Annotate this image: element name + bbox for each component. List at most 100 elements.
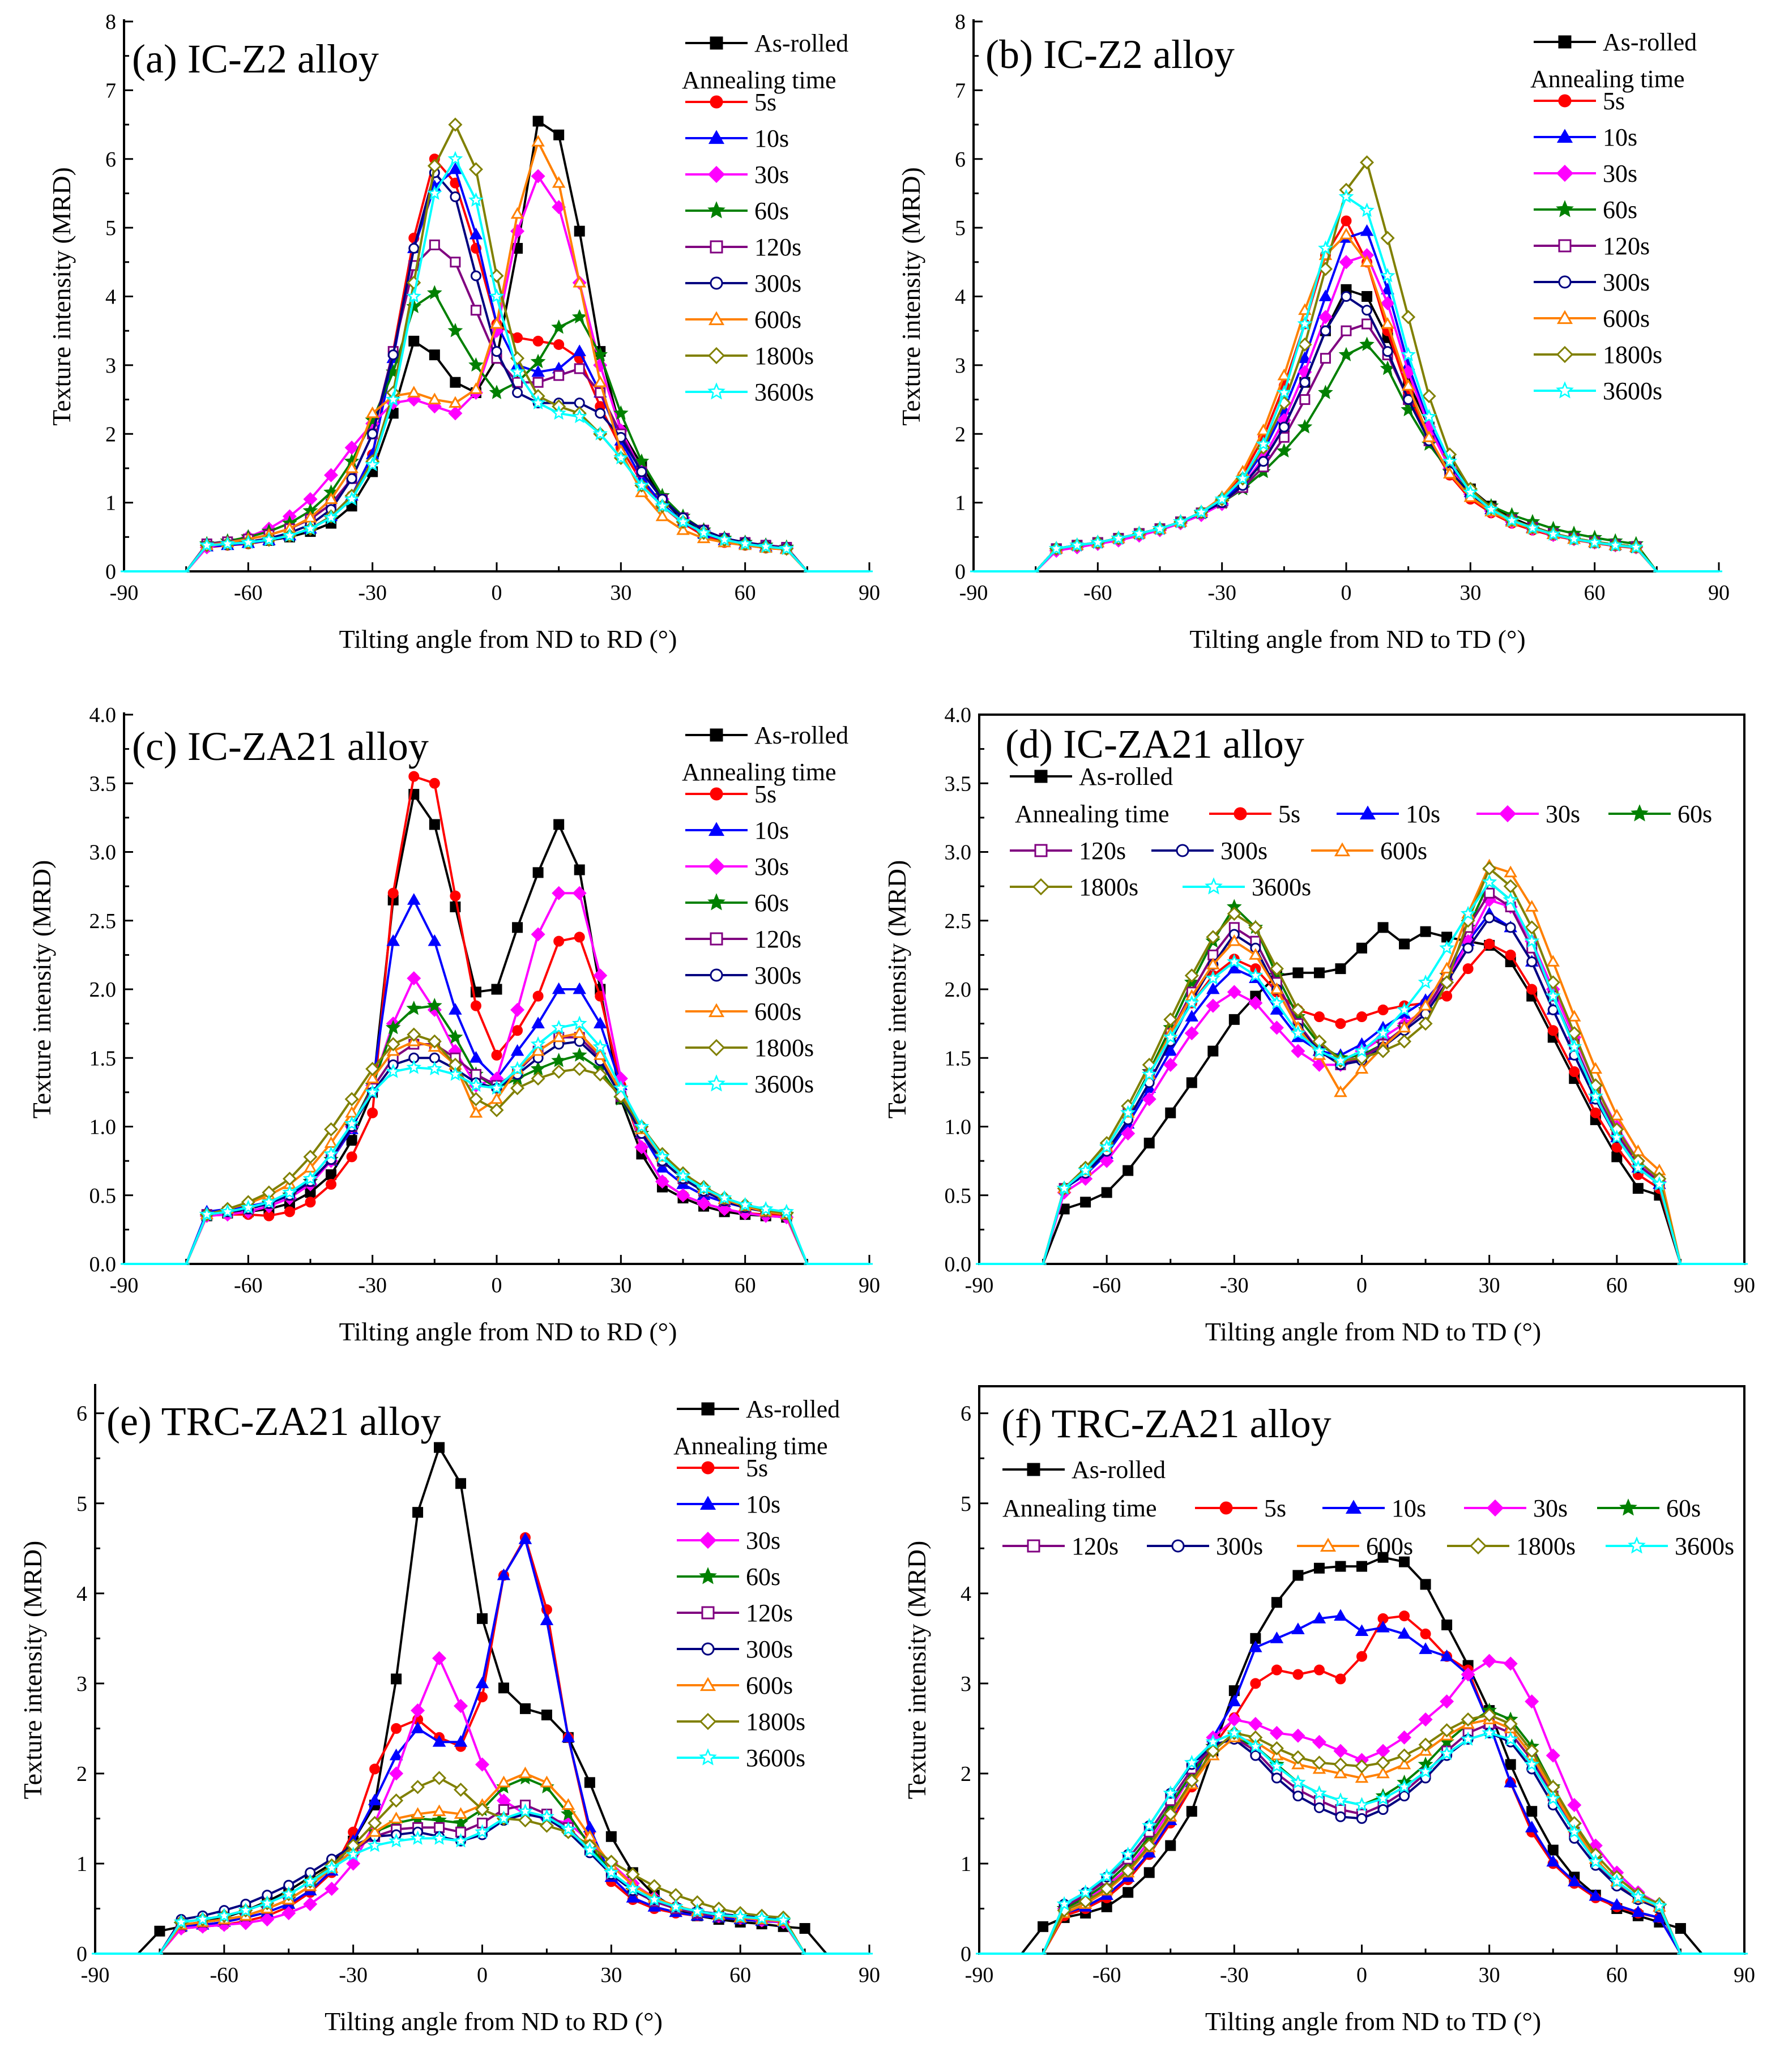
data-point — [634, 477, 650, 492]
data-point — [1078, 1894, 1093, 1909]
data-point — [1462, 942, 1474, 954]
data-point — [1184, 1026, 1199, 1041]
data-point — [489, 385, 505, 399]
data-point — [1184, 1774, 1199, 1788]
legend-marker — [710, 968, 723, 982]
data-point — [571, 1015, 587, 1031]
data-point — [625, 1881, 641, 1895]
legend-marker — [1556, 345, 1574, 364]
legend-label: 120s — [1603, 232, 1650, 260]
y-tick-label: 2.5 — [89, 909, 117, 933]
data-point — [1206, 982, 1220, 994]
legend-marker — [710, 932, 723, 946]
data-point — [365, 406, 379, 418]
x-axis-label: Tilting angle from ND to RD (°) — [339, 625, 677, 653]
x-tick-label: -60 — [234, 581, 263, 605]
legend-marker — [1334, 842, 1351, 857]
data-point — [540, 1775, 554, 1788]
data-point — [1173, 514, 1188, 528]
data-point — [1607, 537, 1623, 552]
series-line — [124, 1032, 869, 1265]
legend-marker — [1034, 770, 1048, 783]
data-point — [1567, 1039, 1582, 1054]
data-point — [1299, 377, 1311, 388]
legend-marker — [1205, 877, 1223, 895]
data-point — [1376, 1044, 1390, 1058]
y-tick-label: 4.0 — [89, 703, 117, 727]
data-point — [432, 1771, 447, 1785]
data-point — [216, 1908, 232, 1923]
legend-marker — [708, 130, 725, 144]
legend-label: 5s — [754, 780, 776, 808]
y-axis-label: Texture intensity (MRD) — [27, 860, 56, 1119]
data-point — [1439, 940, 1454, 955]
x-tick-label: -30 — [1207, 581, 1236, 605]
legend-marker — [707, 201, 725, 219]
data-point — [1318, 385, 1333, 399]
data-point — [552, 176, 566, 188]
data-point — [1142, 1838, 1156, 1853]
data-point — [477, 1613, 488, 1624]
data-point — [1121, 1864, 1136, 1878]
y-tick-label: 2.5 — [945, 909, 972, 933]
data-point — [1375, 1791, 1391, 1805]
data-point — [1441, 1619, 1453, 1630]
data-point — [531, 1016, 545, 1029]
y-axis-label: Texture intensity (MRD) — [882, 860, 911, 1119]
data-point — [386, 1037, 400, 1052]
y-tick-label: 2.0 — [945, 978, 972, 1002]
data-point — [282, 1184, 297, 1199]
data-point — [532, 116, 544, 127]
data-point — [1227, 1694, 1241, 1707]
data-point — [1186, 1077, 1197, 1088]
legend-marker — [1558, 275, 1572, 289]
legend-marker — [707, 382, 725, 400]
legend-marker — [1171, 1539, 1185, 1553]
x-tick-label: 60 — [729, 1963, 751, 1987]
data-point — [1249, 948, 1262, 960]
data-point — [574, 398, 585, 409]
data-point — [1123, 1165, 1134, 1176]
legend-marker — [710, 36, 723, 50]
data-point — [1292, 1791, 1304, 1802]
data-point — [367, 428, 378, 439]
series-3600s — [92, 1803, 873, 1955]
y-tick-label: 3.0 — [89, 841, 117, 865]
data-point — [1320, 353, 1331, 364]
y-tick-label: 0.5 — [945, 1184, 972, 1208]
data-point — [1362, 291, 1373, 302]
data-point — [582, 1842, 597, 1857]
data-point — [281, 1906, 296, 1920]
y-tick-label: 4.0 — [945, 703, 972, 727]
data-point — [519, 1703, 531, 1714]
x-tick-label: -90 — [965, 1274, 994, 1297]
data-point — [1038, 1921, 1049, 1932]
data-point — [571, 1047, 587, 1062]
data-point — [407, 392, 421, 407]
data-point — [1380, 268, 1395, 283]
legend-marker — [1359, 805, 1376, 820]
x-tick-label: 90 — [859, 581, 880, 605]
x-tick-label: 0 — [1341, 581, 1352, 605]
data-point — [1377, 1804, 1389, 1815]
data-point — [346, 473, 357, 484]
data-point — [1313, 1562, 1325, 1574]
data-point — [490, 317, 503, 329]
legend-label: 300s — [1220, 837, 1267, 865]
data-point — [530, 1036, 546, 1051]
y-tick-label: 3 — [76, 1672, 87, 1696]
legend-label: 30s — [1603, 160, 1637, 187]
data-point — [512, 1025, 523, 1036]
data-point — [1206, 958, 1220, 969]
series-line — [974, 254, 1719, 573]
data-point — [407, 971, 421, 986]
series-line — [979, 943, 1744, 1265]
data-point — [1503, 1656, 1518, 1671]
data-point — [1399, 1556, 1410, 1567]
data-point — [1080, 1197, 1091, 1208]
y-tick-label: 5 — [955, 216, 966, 240]
data-point — [1142, 1092, 1156, 1107]
data-point — [1547, 1004, 1559, 1015]
